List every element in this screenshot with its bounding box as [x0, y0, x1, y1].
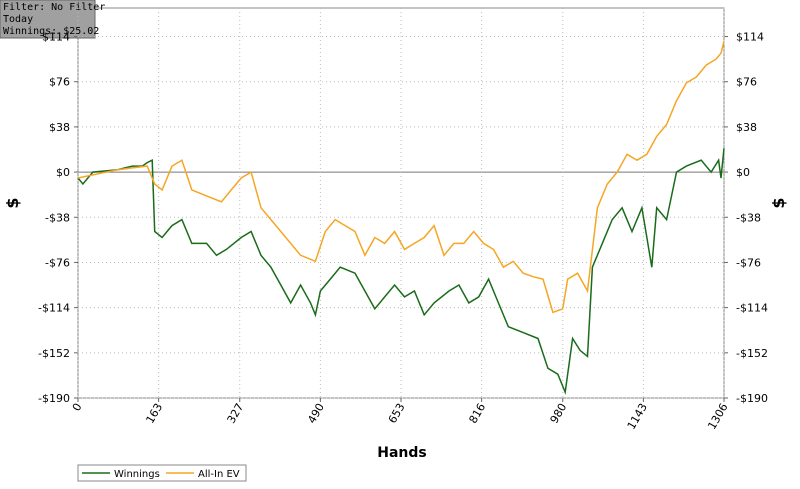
- y-tick-label: -$76: [736, 256, 761, 269]
- y-axis-label: $: [3, 197, 22, 208]
- y-tick-label: $38: [49, 121, 70, 134]
- info-line: Winnings: $25.02: [3, 26, 99, 37]
- x-tick-label: 490: [305, 401, 327, 426]
- y-tick-label: $114: [42, 31, 70, 44]
- x-tick-label: 980: [548, 401, 570, 426]
- x-tick-label: 816: [466, 401, 488, 426]
- info-box: [0, 0, 96, 39]
- y-tick-label: $76: [736, 76, 757, 89]
- legend-label: All-In EV: [198, 469, 240, 480]
- x-tick-label: 1143: [625, 401, 650, 432]
- y-tick-label: -$114: [38, 302, 70, 315]
- y-tick-label: -$152: [38, 347, 70, 360]
- y-tick-label: -$190: [736, 392, 768, 405]
- y-tick-label: $0: [736, 166, 750, 179]
- y-tick-label: -$152: [736, 347, 768, 360]
- x-tick-label: 0: [70, 401, 85, 414]
- y-tick-label: -$76: [45, 256, 70, 269]
- y-tick-label: -$190: [38, 392, 70, 405]
- x-axis-label: Hands: [377, 445, 427, 461]
- x-tick-label: 163: [143, 401, 165, 426]
- plot-area: [77, 7, 725, 399]
- y-tick-label: $114: [736, 31, 764, 44]
- info-line: Filter: No Filter: [3, 2, 105, 13]
- x-tick-label: 1306: [705, 401, 730, 432]
- y-tick-label: -$114: [736, 302, 768, 315]
- y-tick-label: $76: [49, 76, 70, 89]
- y-tick-label: $38: [736, 121, 757, 134]
- y-tick-label: $0: [56, 166, 70, 179]
- info-line: Today: [3, 14, 33, 25]
- series-line: [77, 41, 725, 314]
- series-line: [77, 148, 725, 395]
- x-tick-label: 327: [225, 401, 247, 426]
- legend-label: Winnings: [114, 469, 160, 480]
- y-tick-label: -$38: [736, 211, 761, 224]
- y-axis-label: $: [769, 197, 788, 208]
- legend: [77, 464, 247, 482]
- x-tick-label: 653: [386, 401, 408, 426]
- y-tick-label: -$38: [45, 211, 70, 224]
